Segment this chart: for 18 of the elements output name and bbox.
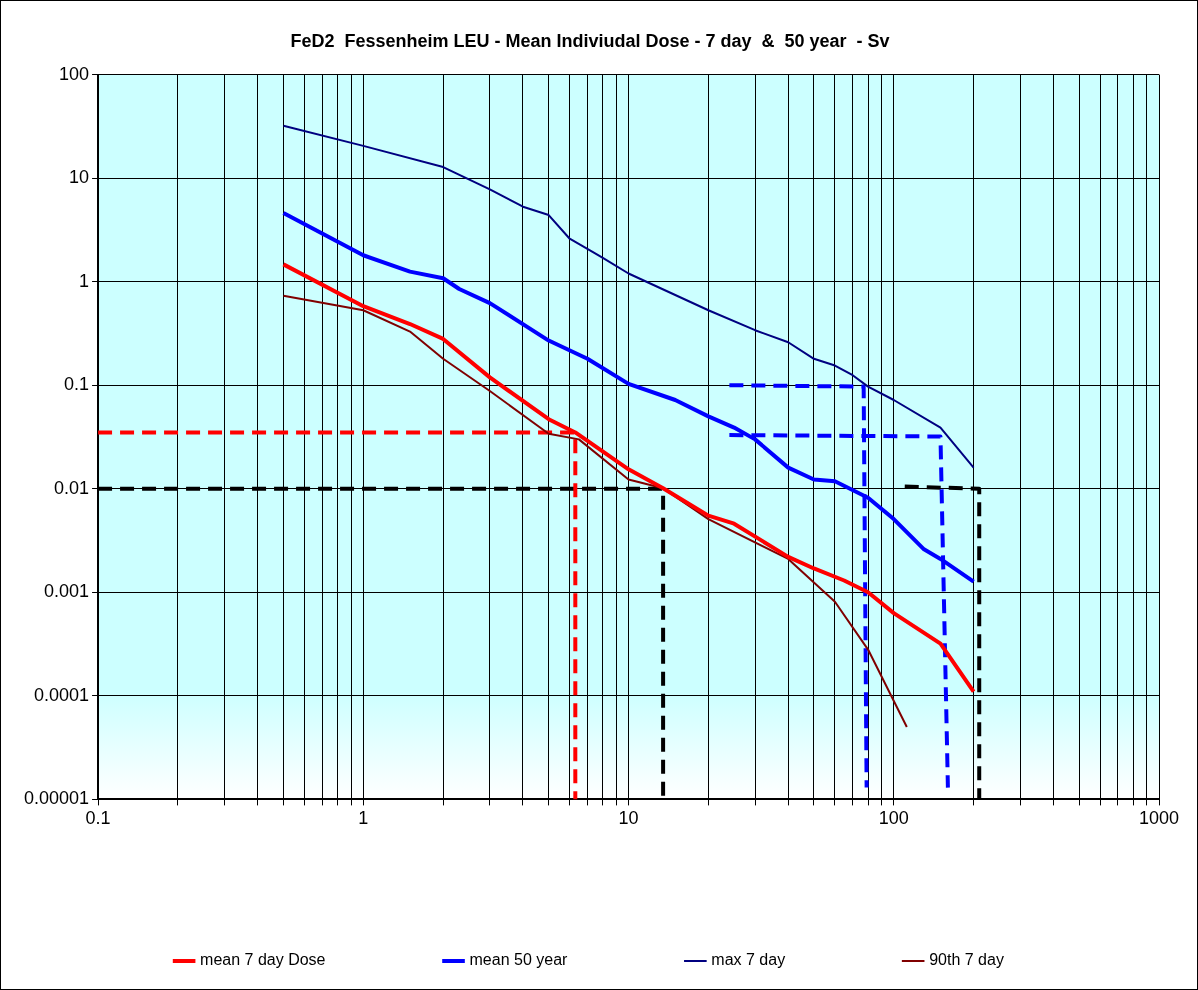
y-tick-label: 100	[59, 63, 90, 84]
y-tick-label: 1	[79, 270, 90, 291]
legend-label: max 7 day	[711, 951, 786, 969]
legend-label: mean 50 year	[469, 951, 569, 969]
y-tick-label: 0.0001	[34, 684, 90, 705]
y-tick-label: 0.001	[44, 581, 90, 602]
x-tick-label: 0.1	[85, 808, 111, 829]
x-tick-label: 100	[878, 808, 909, 829]
x-tick-label: 1	[358, 808, 369, 829]
y-tick-label: 10	[69, 167, 90, 188]
legend-label: mean 7 day Dose	[200, 951, 326, 969]
x-tick-label: 1000	[1138, 808, 1180, 829]
x-tick-label: 10	[618, 808, 639, 829]
chart-title: FeD2 Fessenheim LEU - Mean Indiviudal Dose - 7 day & 50 year - Sv	[290, 30, 890, 51]
y-tick-label: 0.00001	[23, 788, 90, 809]
y-tick-label: 0.01	[54, 477, 90, 498]
legend-label: 90th 7 day	[929, 951, 1004, 969]
y-tick-label: 0.1	[64, 374, 90, 395]
